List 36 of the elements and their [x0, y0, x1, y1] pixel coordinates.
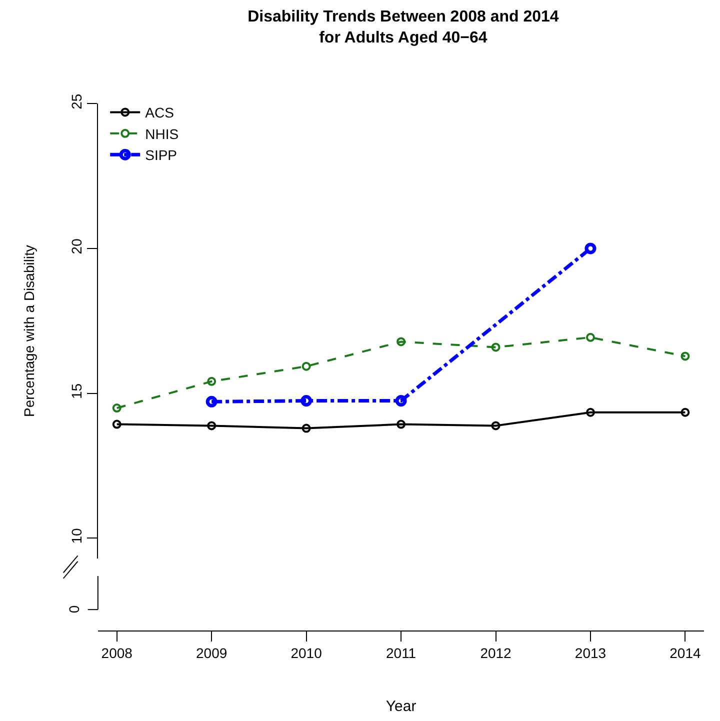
point — [586, 408, 595, 417]
point — [300, 395, 312, 407]
y-tick-label: 15 — [68, 383, 84, 399]
chart-title: Disability Trends Between 2008 and 2014 for Adults Aged 40−64 — [248, 8, 559, 46]
point — [680, 352, 690, 361]
point — [206, 396, 218, 408]
x-tick-label: 2012 — [480, 645, 512, 662]
legend-label: ACS — [145, 104, 174, 121]
point — [112, 420, 122, 429]
point — [207, 421, 216, 430]
y-tick-label: 25 — [68, 94, 84, 110]
x-tick-label: 2008 — [101, 645, 133, 662]
y-axis-title: Percentage with a Disability — [20, 245, 37, 418]
x-tick-label: 2010 — [290, 645, 322, 662]
y-tick-label: 20 — [68, 238, 84, 254]
point — [396, 420, 406, 429]
point — [586, 332, 595, 342]
point — [302, 424, 311, 433]
x-axis-title: Year — [386, 698, 416, 716]
point — [395, 395, 407, 407]
point — [491, 342, 500, 352]
point — [112, 404, 122, 413]
point — [680, 408, 690, 417]
x-tick-label: 2013 — [574, 645, 606, 662]
legend-label: NHIS — [145, 126, 179, 142]
legend-label: SIPP — [145, 147, 178, 164]
point — [584, 242, 596, 254]
x-tick-label: 2011 — [386, 645, 416, 662]
point — [491, 421, 500, 430]
point — [396, 337, 406, 346]
point — [207, 376, 216, 386]
text: 0 — [66, 605, 82, 614]
x-tick-label: 2014 — [670, 645, 701, 662]
point — [302, 362, 311, 371]
x-tick-label: 2009 — [196, 645, 228, 662]
y-tick-label: 10 — [68, 528, 84, 544]
